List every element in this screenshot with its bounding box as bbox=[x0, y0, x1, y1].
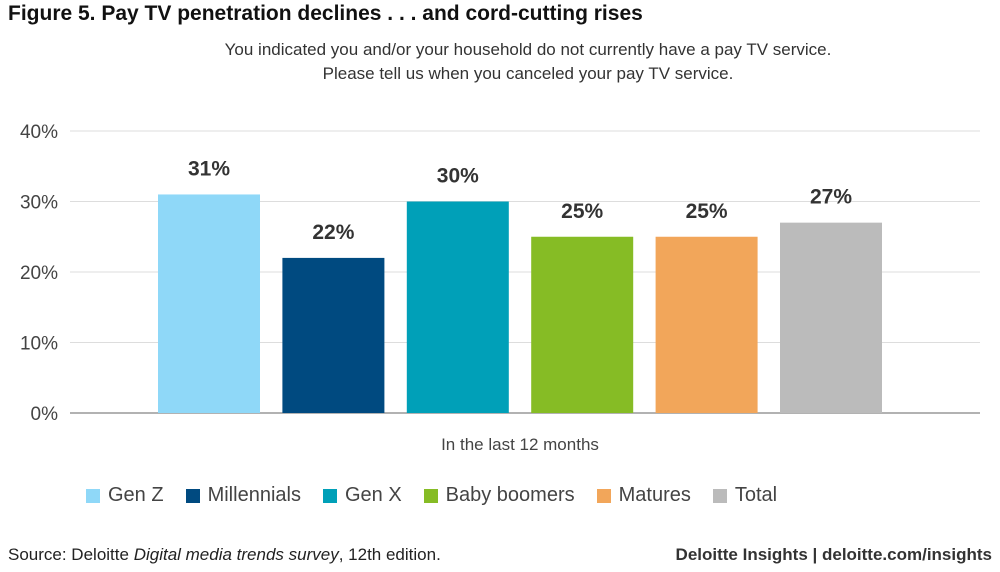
legend-item: Millennials bbox=[185, 484, 301, 507]
source-suffix: , 12th edition. bbox=[338, 545, 441, 564]
y-tick-label: 20% bbox=[20, 263, 58, 284]
legend-swatch bbox=[86, 488, 100, 503]
y-tick-label: 40% bbox=[20, 122, 58, 143]
data-label: 27% bbox=[810, 186, 852, 209]
bar-millennials bbox=[282, 257, 385, 413]
brand-credit: Deloitte Insights | deloitte.com/insight… bbox=[675, 545, 992, 564]
y-tick-label: 10% bbox=[20, 334, 58, 355]
legend-label: Total bbox=[734, 484, 778, 506]
source-prefix: Source: Deloitte bbox=[8, 545, 134, 564]
y-tick-label: 30% bbox=[20, 193, 58, 214]
data-label: 31% bbox=[188, 157, 230, 180]
y-tick-label: 0% bbox=[31, 404, 59, 425]
source-note: Source: Deloitte Digital media trends su… bbox=[8, 545, 441, 565]
legend: Gen Z Millennials Gen X Baby boomers Matures… bbox=[86, 484, 799, 507]
legend-label: Matures bbox=[618, 484, 691, 506]
bar-gen-z bbox=[158, 194, 260, 413]
legend-label: Millennials bbox=[207, 484, 301, 506]
figure-title: Figure 5. Pay TV penetration declines . … bbox=[8, 2, 643, 25]
legend-swatch bbox=[322, 488, 337, 503]
legend-swatch bbox=[712, 488, 727, 503]
legend-label: Gen X bbox=[344, 484, 402, 506]
legend-item: Total bbox=[712, 484, 778, 507]
x-category-label: In the last 12 months bbox=[441, 435, 599, 454]
chart-subtitle: You indicated you and/or your household … bbox=[0, 38, 1000, 86]
bar-gen-x bbox=[406, 201, 509, 413]
legend-swatch bbox=[185, 488, 200, 503]
data-label: 30% bbox=[437, 165, 479, 188]
legend-item: Gen X bbox=[322, 484, 402, 507]
legend-item: Baby boomers bbox=[423, 484, 575, 507]
bar-matures bbox=[655, 236, 758, 413]
legend-swatch bbox=[423, 488, 438, 503]
legend-item: Gen Z bbox=[86, 484, 164, 507]
subtitle-line-1: You indicated you and/or your household … bbox=[224, 40, 832, 59]
data-label: 25% bbox=[561, 200, 603, 223]
legend-swatch bbox=[596, 488, 611, 503]
legend-item: Matures bbox=[596, 484, 691, 507]
legend-label: Baby boomers bbox=[445, 484, 575, 506]
legend-label: Gen Z bbox=[108, 484, 164, 506]
bar-total bbox=[780, 222, 882, 413]
source-title: Digital media trends survey bbox=[133, 545, 339, 564]
bar-baby-boomers bbox=[531, 236, 634, 413]
data-label: 25% bbox=[686, 200, 728, 223]
subtitle-line-2: Please tell us when you canceled your pa… bbox=[322, 64, 734, 83]
data-label: 22% bbox=[312, 221, 354, 244]
